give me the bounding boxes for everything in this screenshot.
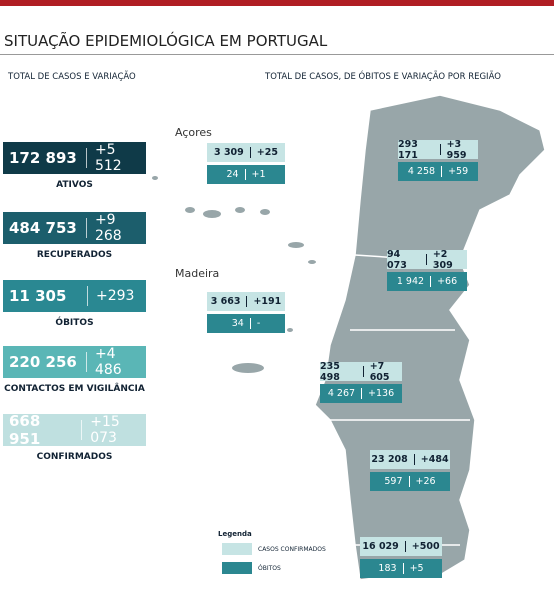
deaths-total: 183 bbox=[378, 563, 397, 574]
cases-total: 94 073 bbox=[387, 248, 407, 271]
deaths-total: 4 267 bbox=[327, 388, 356, 399]
stat-total: 484 753 bbox=[9, 219, 77, 237]
deaths-total: 34 bbox=[231, 318, 244, 329]
separator bbox=[246, 296, 248, 307]
deaths-total: 1 942 bbox=[396, 276, 425, 287]
rule bbox=[0, 54, 554, 55]
deaths-change: +5 bbox=[409, 563, 424, 574]
stat-box: 11 305 +293 bbox=[3, 280, 146, 312]
region-cases: 94 073 +2 309 bbox=[387, 248, 467, 271]
stat-total: 668 951 bbox=[9, 412, 41, 448]
cases-total: 3 663 bbox=[210, 296, 241, 307]
deaths-total: 4 258 bbox=[407, 166, 436, 177]
legend-label: CASOS CONFIRMADOS bbox=[258, 546, 326, 553]
stat-change: +293 bbox=[96, 288, 135, 304]
separator bbox=[249, 318, 251, 329]
cases-total: 23 208 bbox=[371, 454, 408, 465]
legend-title: Legenda bbox=[218, 530, 252, 538]
stat-label: ÓBITOS bbox=[55, 318, 94, 328]
region-cases: 23 208 +484 bbox=[370, 450, 450, 469]
cases-total: 3 309 bbox=[214, 147, 244, 158]
cases-total: 16 029 bbox=[362, 541, 399, 552]
separator bbox=[361, 388, 363, 399]
separator bbox=[404, 541, 406, 552]
separator bbox=[85, 352, 87, 372]
legend-swatch bbox=[222, 562, 252, 574]
stat-box: 484 753 +9 268 bbox=[3, 212, 146, 244]
region-cases: 3 663 +191 bbox=[207, 292, 285, 311]
deaths-change: +136 bbox=[368, 388, 395, 399]
region-cases: 293 171 +3 959 bbox=[398, 138, 478, 161]
region-deaths: 1 942 +66 bbox=[387, 272, 467, 291]
islands bbox=[152, 176, 316, 373]
separator bbox=[425, 254, 427, 265]
stat-total: 11 305 bbox=[9, 287, 67, 305]
stat-label: CONTACTOS EM VIGILÂNCIA bbox=[4, 384, 145, 394]
stat-box: 172 893 +5 512 bbox=[3, 142, 146, 174]
separator bbox=[402, 563, 404, 574]
deaths-total: 597 bbox=[384, 476, 403, 487]
deaths-change: +59 bbox=[448, 166, 469, 177]
stat-change: +5 512 bbox=[94, 142, 122, 174]
top-bar bbox=[0, 0, 554, 6]
stat-label: CONFIRMADOS bbox=[36, 452, 113, 462]
region-deaths: 183 +5 bbox=[360, 559, 442, 578]
island-name: Açores bbox=[175, 126, 212, 139]
stat-total: 172 893 bbox=[9, 149, 77, 167]
separator bbox=[87, 286, 88, 306]
island-name: Madeira bbox=[175, 267, 220, 280]
cases-change: +484 bbox=[420, 454, 449, 465]
cases-change: +500 bbox=[411, 541, 440, 552]
cases-change: +2 309 bbox=[432, 248, 453, 271]
cases-change: +25 bbox=[256, 147, 278, 158]
stat-box: 668 951 +15 073 bbox=[3, 412, 146, 448]
region-deaths: 4 258 +59 bbox=[398, 162, 478, 181]
separator bbox=[81, 420, 83, 440]
separator bbox=[85, 148, 87, 168]
region-deaths: 597 +26 bbox=[370, 472, 450, 491]
cases-change: +191 bbox=[253, 296, 282, 307]
legend-swatch bbox=[222, 543, 252, 555]
stat-change: +4 486 bbox=[94, 346, 122, 378]
stat-label: RECUPERADOS bbox=[36, 250, 113, 260]
title: SITUAÇÃO EPIDEMIOLÓGICA EM PORTUGAL bbox=[4, 32, 328, 50]
separator bbox=[408, 476, 410, 487]
left-heading: TOTAL DE CASOS E VARIAÇÃO bbox=[8, 72, 136, 82]
stat-total: 220 256 bbox=[9, 353, 77, 371]
separator bbox=[439, 144, 441, 155]
cases-change: +7 605 bbox=[369, 360, 390, 383]
separator bbox=[362, 366, 364, 377]
separator bbox=[244, 169, 246, 180]
cases-change: +3 959 bbox=[446, 138, 467, 161]
deaths-change: +26 bbox=[415, 476, 436, 487]
separator bbox=[85, 218, 87, 238]
deaths-change: +1 bbox=[251, 169, 266, 180]
region-deaths: 4 267 +136 bbox=[320, 384, 402, 403]
stat-change: +9 268 bbox=[94, 212, 122, 244]
legend-label: ÓBITOS bbox=[258, 565, 281, 572]
stat-change: +15 073 bbox=[90, 414, 120, 446]
stat-label: ATIVOS bbox=[56, 180, 93, 190]
region-cases: 3 309 +25 bbox=[207, 143, 285, 162]
region-cases: 16 029 +500 bbox=[360, 537, 442, 556]
region-deaths: 34 - bbox=[207, 314, 285, 333]
region-cases: 235 498 +7 605 bbox=[320, 360, 402, 383]
deaths-total: 24 bbox=[226, 169, 239, 180]
separator bbox=[249, 147, 251, 158]
cases-total: 235 498 bbox=[320, 360, 340, 383]
separator bbox=[430, 276, 432, 287]
stat-box: 220 256 +4 486 bbox=[3, 346, 146, 378]
region-deaths: 24 +1 bbox=[207, 165, 285, 184]
separator bbox=[441, 166, 443, 177]
deaths-change: +66 bbox=[437, 276, 458, 287]
right-heading: TOTAL DE CASOS, DE ÓBITOS E VARIAÇÃO POR… bbox=[265, 72, 501, 82]
cases-total: 293 171 bbox=[398, 138, 418, 161]
separator bbox=[413, 454, 415, 465]
deaths-change: - bbox=[256, 318, 261, 329]
